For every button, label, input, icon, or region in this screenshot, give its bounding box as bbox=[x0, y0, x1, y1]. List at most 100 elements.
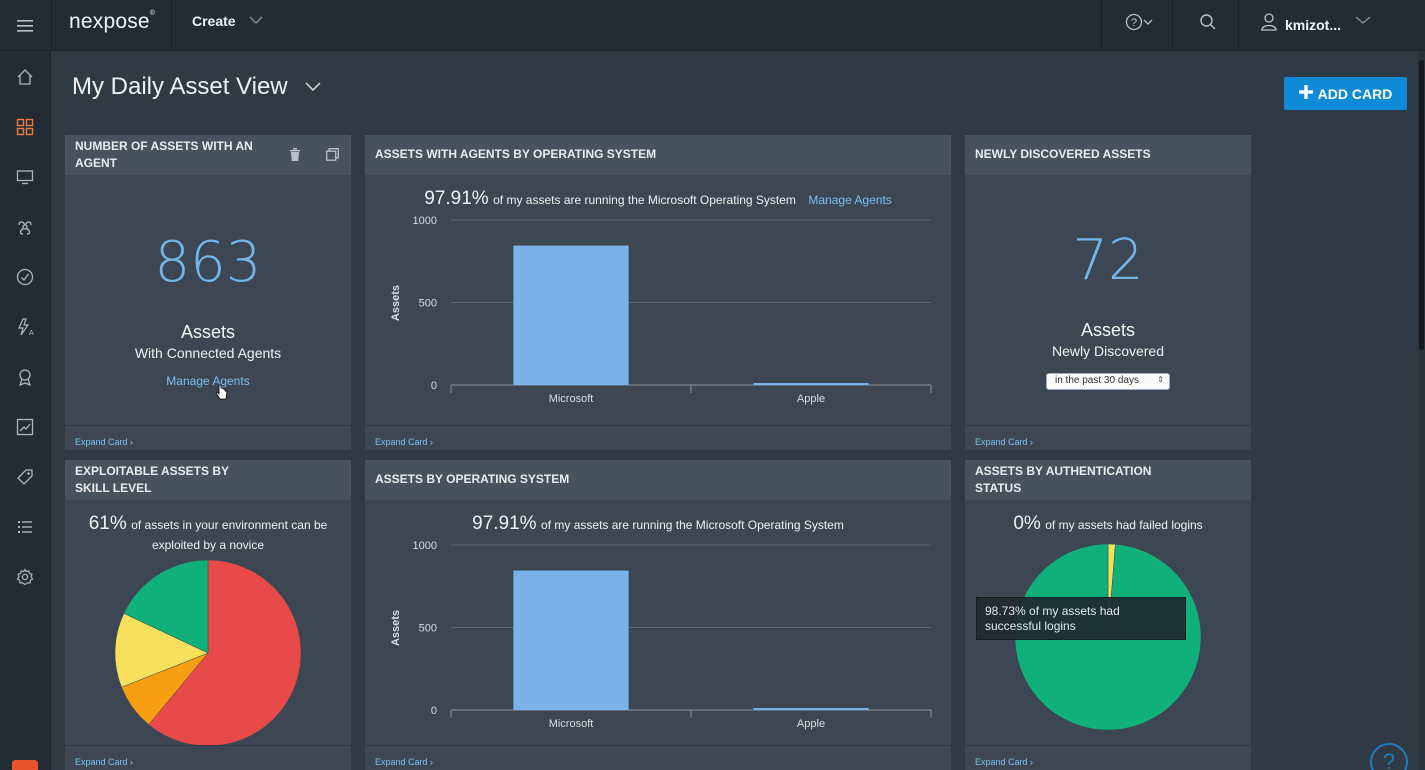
expand-card-link[interactable]: Expand Card › bbox=[75, 437, 134, 447]
search-icon[interactable] bbox=[1199, 13, 1217, 36]
os-stat: 97.91% of my assets are running the Micr… bbox=[365, 188, 951, 210]
trash-icon[interactable] bbox=[289, 148, 301, 166]
card-header: NEWLY DISCOVERED ASSETS bbox=[965, 135, 1251, 175]
settings-icon[interactable] bbox=[14, 566, 36, 588]
chevron-down-icon[interactable] bbox=[304, 79, 322, 98]
pie-slice-novice bbox=[148, 559, 302, 747]
y-tick-label: 1000 bbox=[413, 540, 437, 552]
exploit-text-2: exploited by a novice bbox=[151, 538, 265, 552]
os-stat: 97.91% of my assets are running the Micr… bbox=[365, 513, 951, 535]
page-title: My Daily Asset View bbox=[72, 73, 288, 100]
expand-card-link[interactable]: Expand Card › bbox=[975, 437, 1034, 447]
tags-icon[interactable] bbox=[14, 466, 36, 488]
card-footer: Expand Card › bbox=[965, 425, 1251, 450]
chevron-down-icon[interactable] bbox=[249, 13, 263, 32]
pie-slice-other bbox=[123, 559, 209, 654]
y-tick-label: 0 bbox=[431, 705, 437, 717]
reports-icon[interactable] bbox=[14, 366, 36, 388]
card-title: ASSETS BY AUTHENTICATION STATUS bbox=[975, 464, 1152, 495]
assets-icon[interactable] bbox=[14, 166, 36, 188]
expand-label: Expand Card bbox=[75, 437, 128, 447]
assets-label: Assets bbox=[180, 322, 236, 342]
add-card-button[interactable]: ADD CARD bbox=[1284, 77, 1407, 110]
divider bbox=[51, 0, 52, 51]
card-title: EXPLOITABLE ASSETS BY SKILL LEVEL bbox=[75, 464, 229, 495]
vulnerabilities-icon[interactable] bbox=[14, 216, 36, 238]
y-tick-label: 0 bbox=[431, 380, 437, 392]
list-icon[interactable] bbox=[14, 516, 36, 538]
time-range-select[interactable]: in the past 30 days ⇕ bbox=[1046, 373, 1170, 390]
divider bbox=[1238, 0, 1239, 51]
auth-pie-chart bbox=[1014, 543, 1202, 731]
top-bar: nexpose® Create ? kmizot... bbox=[0, 0, 1425, 51]
card-footer: Expand Card › bbox=[65, 745, 351, 770]
divider bbox=[1172, 0, 1173, 51]
username: kmizot... bbox=[1285, 16, 1342, 33]
remediations-icon[interactable]: A bbox=[14, 316, 36, 338]
expand-label: Expand Card bbox=[975, 437, 1028, 447]
auth-text: of my assets had failed logins bbox=[1045, 518, 1203, 532]
divider bbox=[171, 0, 172, 51]
x-tick-label: Microsoft bbox=[549, 718, 594, 730]
add-card-label: ADD CARD bbox=[1317, 85, 1393, 102]
exploit-pie-chart bbox=[114, 559, 302, 747]
manage-agents-link[interactable]: Manage Agents bbox=[808, 193, 892, 207]
bar-microsoft bbox=[513, 570, 629, 710]
help-icon[interactable]: ? bbox=[1125, 13, 1155, 36]
y-tick-label: 500 bbox=[419, 298, 437, 310]
bar-microsoft bbox=[513, 245, 629, 385]
create-menu[interactable]: Create bbox=[192, 13, 236, 29]
x-tick-label: Apple bbox=[797, 718, 825, 730]
card-title: ASSETS WITH AGENTS BY OPERATING SYSTEM bbox=[375, 147, 657, 161]
y-tick-label: 500 bbox=[419, 623, 437, 635]
connected-agents-label: With Connected Agents bbox=[134, 345, 282, 361]
expand-label: Expand Card bbox=[75, 757, 128, 767]
scrollbar-thumb[interactable] bbox=[1419, 60, 1424, 350]
trends-icon[interactable] bbox=[14, 416, 36, 438]
home-icon[interactable] bbox=[14, 66, 36, 88]
card-footer: Expand Card › bbox=[365, 425, 951, 450]
svg-text:A: A bbox=[29, 330, 34, 336]
exploit-text-1: of assets in your environment can be bbox=[131, 518, 328, 532]
scrollbar[interactable] bbox=[1418, 51, 1425, 770]
agent-count: 863 bbox=[154, 230, 262, 295]
card-title: NUMBER OF ASSETS WITH AN AGENT bbox=[75, 139, 253, 170]
os-text: of my assets are running the Microsoft O… bbox=[541, 518, 844, 532]
side-nav: A bbox=[0, 51, 51, 770]
assets-label: Assets bbox=[1080, 320, 1136, 340]
dashboard-icon[interactable] bbox=[14, 116, 36, 138]
x-tick-label: Microsoft bbox=[549, 393, 594, 405]
agents-os-bar-chart: 0 500 1000 Assets Microsoft Apple bbox=[390, 215, 932, 405]
user-menu[interactable]: kmizot... bbox=[1261, 13, 1341, 36]
pie-slice-expert bbox=[114, 613, 209, 688]
brand-text: nexpose bbox=[69, 10, 150, 33]
menu-icon[interactable] bbox=[0, 0, 50, 51]
exploit-percent: 61% bbox=[88, 513, 127, 534]
y-axis-label: Assets bbox=[390, 610, 402, 646]
manage-agents-link[interactable]: Manage Agents bbox=[166, 374, 250, 388]
expand-card-link[interactable]: Expand Card › bbox=[375, 437, 434, 447]
brand-logo[interactable]: nexpose® bbox=[69, 10, 156, 33]
expand-card-link[interactable]: Expand Card › bbox=[975, 757, 1034, 767]
x-tick-label: Apple bbox=[797, 393, 825, 405]
expand-card-link[interactable]: Expand Card › bbox=[375, 757, 434, 767]
exploitable-card: EXPLOITABLE ASSETS BY SKILL LEVEL 61% of… bbox=[65, 460, 351, 770]
auth-stat: 0% of my assets had failed logins bbox=[965, 513, 1251, 535]
expand-card-link[interactable]: Expand Card › bbox=[75, 757, 134, 767]
card-title: ASSETS BY OPERATING SYSTEM bbox=[375, 472, 570, 486]
newly-discovered-label: Newly Discovered bbox=[1051, 343, 1165, 359]
chevron-down-icon[interactable] bbox=[1355, 13, 1371, 32]
card-header: EXPLOITABLE ASSETS BY SKILL LEVEL bbox=[65, 460, 351, 500]
policies-icon[interactable] bbox=[14, 266, 36, 288]
divider bbox=[1101, 0, 1102, 51]
exploit-stat-2: exploited by a novice bbox=[65, 536, 351, 554]
rapid7-logo bbox=[12, 760, 38, 770]
bar-apple bbox=[753, 383, 869, 386]
os-percent: 97.91% bbox=[472, 513, 537, 534]
y-axis-label: Assets bbox=[390, 285, 402, 321]
expand-label: Expand Card bbox=[375, 757, 428, 767]
copy-icon[interactable] bbox=[326, 148, 339, 166]
assets-by-os-card: ASSETS BY OPERATING SYSTEM 97.91% of my … bbox=[365, 460, 951, 770]
help-bubble-icon[interactable]: ? bbox=[1370, 743, 1408, 770]
time-range-value: in the past 30 days bbox=[1055, 375, 1139, 386]
